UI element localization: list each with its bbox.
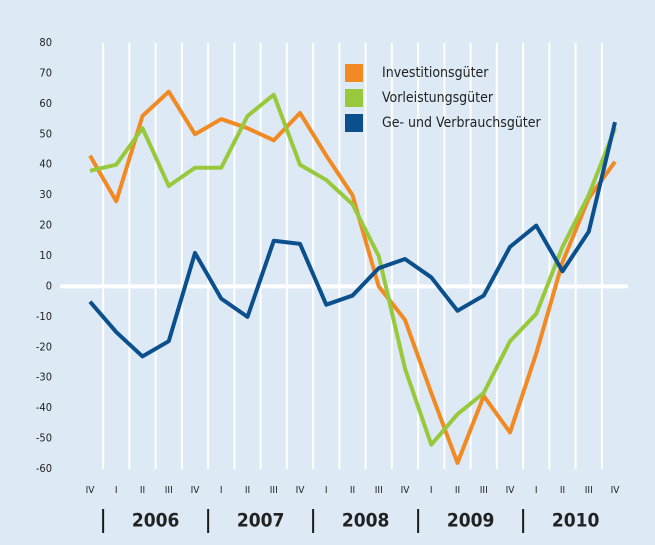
x-tick-label: I — [220, 485, 223, 496]
x-tick-label: II — [245, 485, 250, 496]
y-tick-label: 30 — [39, 188, 52, 201]
x-tick-label: I — [430, 485, 433, 496]
y-tick-label: 50 — [39, 127, 52, 140]
y-tick-label: -40 — [36, 401, 52, 414]
x-tick-label: IV — [506, 485, 516, 496]
legend-swatch — [345, 114, 363, 132]
y-tick-label: -20 — [36, 340, 52, 353]
y-tick-label: -30 — [36, 371, 52, 384]
y-tick-label: 60 — [39, 97, 52, 110]
y-tick-label: -60 — [36, 462, 52, 475]
x-tick-label: III — [375, 485, 383, 496]
year-label: 2008 — [342, 510, 390, 532]
x-tick-label: II — [560, 485, 565, 496]
x-tick-label: IV — [86, 485, 96, 496]
x-tick-label: I — [325, 485, 328, 496]
x-tick-label: IV — [401, 485, 411, 496]
series-line — [88, 121, 617, 359]
legend-label: Investitionsgüter — [382, 65, 489, 81]
year-label: 2009 — [447, 510, 495, 532]
x-tick-label: I — [535, 485, 538, 496]
x-tick-label: III — [165, 485, 173, 496]
x-tick-label: II — [140, 485, 145, 496]
y-tick-label: 80 — [39, 36, 52, 49]
y-tick-label: 40 — [39, 158, 52, 171]
y-tick-label: 20 — [39, 219, 52, 232]
series-line — [89, 92, 617, 447]
legend-swatch — [345, 89, 363, 107]
x-tick-label: II — [455, 485, 460, 496]
x-tick-label: III — [585, 485, 593, 496]
legend-label: Vorleistungsgüter — [382, 90, 494, 106]
x-tick-label: III — [480, 485, 488, 496]
x-tick-label: II — [350, 485, 355, 496]
x-tick-label: IV — [611, 485, 621, 496]
x-tick-label: III — [270, 485, 278, 496]
x-tick-label: I — [115, 485, 118, 496]
year-label: 2010 — [552, 510, 600, 532]
legend-label: Ge- und Verbrauchsgüter — [382, 115, 541, 131]
y-tick-label: -10 — [36, 310, 52, 323]
legend-swatch — [345, 64, 363, 82]
series-line — [88, 89, 617, 465]
year-label: 2006 — [132, 510, 180, 532]
x-tick-label: IV — [191, 485, 201, 496]
x-tick-label: IV — [296, 485, 306, 496]
y-tick-label: -50 — [36, 432, 52, 445]
y-tick-label: 70 — [39, 66, 52, 79]
y-tick-label: 0 — [46, 279, 52, 292]
year-label: 2007 — [237, 510, 285, 532]
y-tick-label: 10 — [39, 249, 52, 262]
